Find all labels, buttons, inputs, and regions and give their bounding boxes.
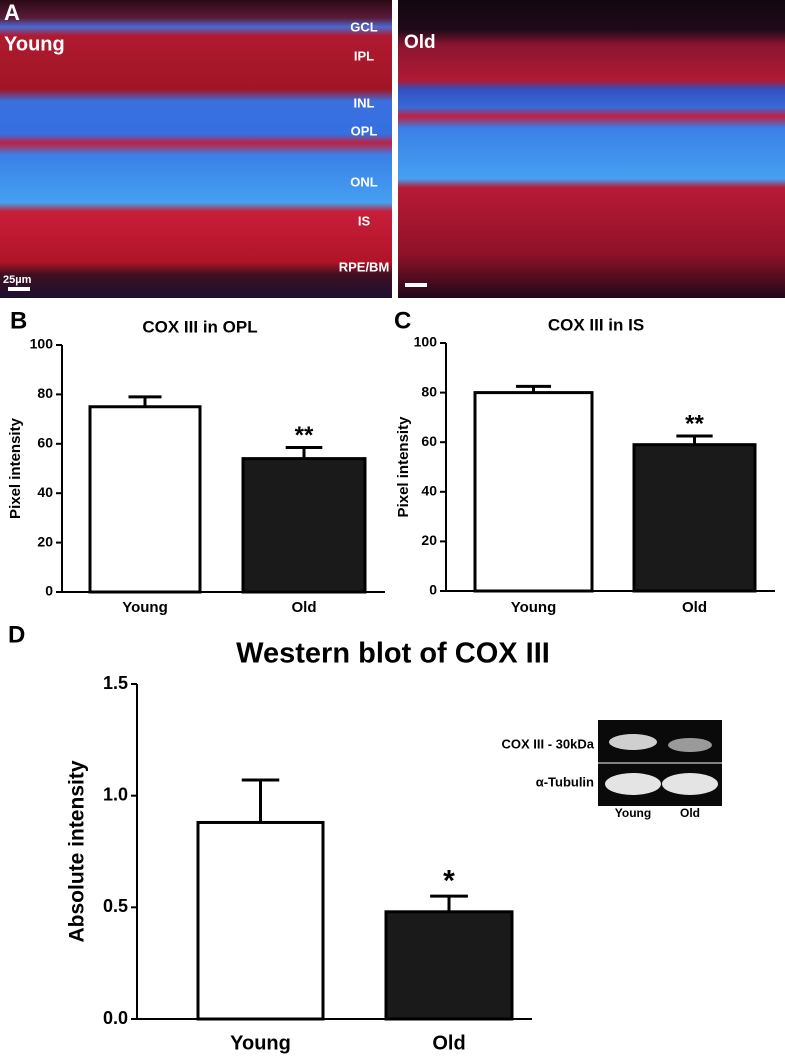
y-tick-label: 100 — [414, 334, 438, 350]
bar — [196, 820, 325, 1021]
x-tick-label: Young — [511, 599, 557, 616]
y-tick-label: 20 — [37, 533, 53, 549]
y-tick-label: 40 — [421, 483, 437, 499]
layer-label: GCL — [350, 19, 378, 34]
panel-label: A — [4, 0, 20, 25]
chart-title: COX III in IS — [548, 315, 644, 334]
blot-row-label: COX III - 30kDa — [502, 736, 595, 751]
layer-label: ONL — [350, 174, 378, 189]
x-tick-label: Old — [292, 599, 317, 616]
panel-label: C — [394, 307, 411, 334]
y-tick-label: 1.0 — [103, 784, 128, 804]
micrograph-old — [398, 0, 785, 298]
bar — [88, 405, 202, 594]
layer-label: OPL — [351, 123, 378, 138]
micrograph-label: Old — [404, 32, 436, 53]
chart-title: COX III in OPL — [142, 317, 257, 336]
bar — [241, 457, 367, 594]
y-tick-label: 0.0 — [103, 1008, 128, 1028]
micrograph-label: Young — [4, 33, 65, 55]
layer-label: IPL — [354, 48, 374, 63]
blot-lane-label: Old — [680, 806, 700, 820]
bar — [473, 391, 594, 593]
scale-bar — [405, 283, 427, 287]
panel-label: B — [10, 307, 27, 334]
panel-label: D — [8, 621, 25, 648]
significance-mark: ** — [685, 411, 704, 438]
chart-title: Western blot of COX III — [236, 638, 550, 670]
x-tick-label: Young — [230, 1032, 291, 1054]
y-tick-label: 40 — [37, 484, 53, 500]
significance-mark: ** — [295, 422, 314, 449]
x-tick-label: Old — [682, 599, 707, 616]
blot-row-label: α-Tubulin — [536, 774, 594, 789]
y-tick-label: 100 — [30, 336, 54, 352]
x-tick-label: Young — [122, 599, 168, 616]
scale-bar-label: 25µm — [3, 274, 32, 286]
y-axis-label: Pixel intensity — [395, 416, 412, 518]
y-axis-label: Pixel intensity — [7, 417, 24, 519]
y-tick-label: 1.5 — [103, 673, 128, 693]
y-tick-label: 0.5 — [103, 896, 128, 916]
y-tick-label: 20 — [421, 532, 437, 548]
y-tick-label: 80 — [421, 383, 437, 399]
micrograph-young — [0, 0, 392, 298]
blot-band — [668, 738, 712, 752]
scale-bar — [8, 287, 30, 291]
bar — [632, 443, 757, 593]
blot-band — [662, 773, 718, 795]
y-tick-label: 0 — [429, 582, 437, 598]
y-tick-label: 80 — [37, 385, 53, 401]
y-axis-label: Absolute intensity — [66, 760, 89, 942]
blot-band — [609, 734, 657, 750]
layer-label: INL — [354, 95, 375, 110]
blot-band — [605, 773, 661, 795]
y-tick-label: 0 — [45, 583, 53, 599]
layer-label: RPE/BM — [339, 259, 390, 274]
x-tick-label: Old — [432, 1032, 465, 1054]
bar — [384, 910, 514, 1021]
significance-mark: * — [443, 865, 455, 898]
y-tick-label: 60 — [37, 435, 53, 451]
blot-lane-label: Young — [615, 806, 651, 820]
layer-label: IS — [358, 213, 371, 228]
y-tick-label: 60 — [421, 433, 437, 449]
